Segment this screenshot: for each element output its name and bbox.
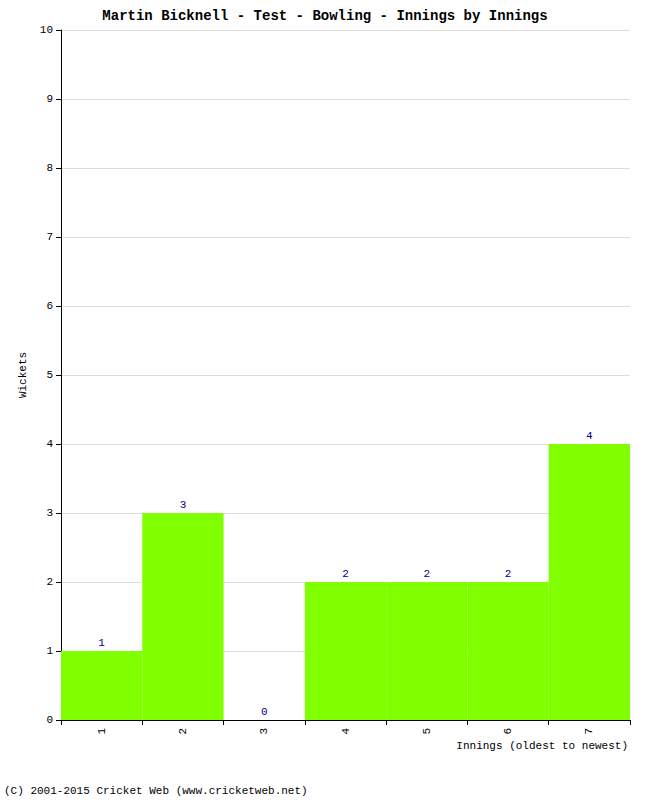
svg-text:9: 9 [46, 93, 53, 105]
svg-text:4: 4 [340, 728, 352, 735]
svg-text:3: 3 [180, 499, 187, 511]
svg-text:6: 6 [502, 728, 514, 735]
svg-text:2: 2 [46, 576, 53, 588]
svg-text:2: 2 [177, 728, 189, 735]
svg-text:7: 7 [583, 728, 595, 735]
svg-text:4: 4 [46, 438, 53, 450]
svg-text:10: 10 [40, 24, 53, 36]
svg-text:2: 2 [423, 568, 430, 580]
svg-text:5: 5 [421, 728, 433, 735]
svg-text:2: 2 [342, 568, 349, 580]
svg-text:0: 0 [46, 714, 53, 726]
svg-text:1: 1 [96, 728, 108, 735]
svg-text:6: 6 [46, 300, 53, 312]
svg-text:0: 0 [261, 706, 268, 718]
svg-text:4: 4 [586, 430, 593, 442]
svg-text:3: 3 [258, 728, 270, 735]
svg-text:Wickets: Wickets [17, 352, 29, 398]
svg-text:3: 3 [46, 507, 53, 519]
svg-text:Innings (oldest to newest): Innings (oldest to newest) [456, 740, 628, 752]
svg-text:5: 5 [46, 369, 53, 381]
svg-text:7: 7 [46, 231, 53, 243]
svg-text:(C) 2001-2015 Cricket Web (www: (C) 2001-2015 Cricket Web (www.cricketwe… [4, 785, 308, 797]
svg-text:Martin Bicknell - Test - Bowli: Martin Bicknell - Test - Bowling - Innin… [102, 8, 547, 24]
svg-text:2: 2 [505, 568, 512, 580]
svg-text:8: 8 [46, 162, 53, 174]
svg-text:1: 1 [98, 637, 105, 649]
svg-text:1: 1 [46, 645, 53, 657]
